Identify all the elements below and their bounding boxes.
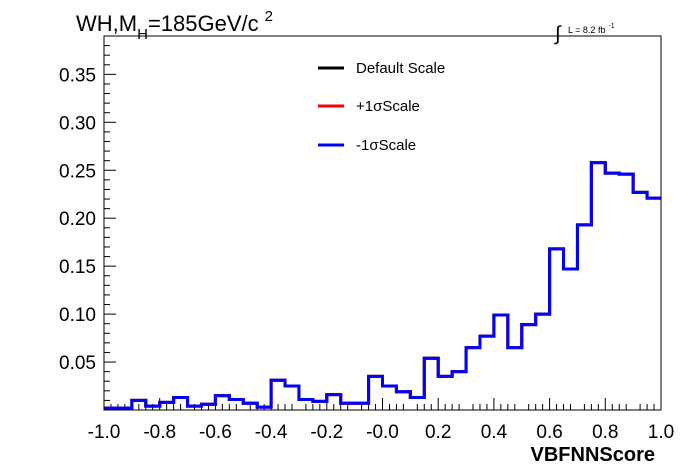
lumi-value: L = 8.2 fb bbox=[568, 25, 605, 35]
x-tick-label: 0.4 bbox=[481, 422, 508, 443]
x-tick-label: -0.0 bbox=[366, 422, 399, 443]
y-tick-label: 0.10 bbox=[59, 305, 96, 326]
x-tick-label: 1.0 bbox=[648, 422, 674, 443]
x-tick-label: 0.8 bbox=[592, 422, 618, 443]
title-subscript: H bbox=[137, 26, 148, 43]
axes-layer: 0.05 0.10 0.15 0.20 0.25 0.30 0.35 -1.0 -0.8 -0.6… bbox=[59, 45, 674, 443]
x-tick-label: -1.0 bbox=[88, 422, 121, 443]
x-tick-label: -0.4 bbox=[255, 422, 288, 443]
y-tick-label: 0.20 bbox=[59, 209, 96, 230]
lumi-superscript: -1 bbox=[608, 23, 614, 30]
x-tick-label: 0.2 bbox=[425, 422, 451, 443]
y-tick-label: 0.25 bbox=[59, 161, 96, 182]
title-rest: =185GeV/c bbox=[148, 11, 259, 36]
luminosity-label: ∫ L = 8.2 fb -1 bbox=[554, 23, 615, 45]
legend: Default Scale +1σScale -1σScale bbox=[318, 60, 445, 154]
y-tick-label: 0.15 bbox=[59, 257, 96, 278]
y-tick-label: 0.35 bbox=[59, 65, 96, 86]
y-tick-label: 0.05 bbox=[59, 353, 96, 374]
y-tick-label: 0.30 bbox=[59, 113, 96, 134]
legend-label-1: +1σScale bbox=[356, 98, 420, 115]
plot-frame bbox=[103, 35, 662, 411]
chart-title: WH,MH=185GeV/c 2 bbox=[76, 8, 273, 43]
legend-label-0: Default Scale bbox=[356, 60, 445, 77]
series-layer bbox=[104, 161, 661, 410]
title-main: WH,M bbox=[76, 11, 137, 36]
title-superscript: 2 bbox=[265, 8, 273, 25]
x-axis-label: VBFNNScore bbox=[531, 444, 655, 466]
x-tick-label: -0.6 bbox=[199, 422, 232, 443]
x-tick-label: 0.6 bbox=[536, 422, 562, 443]
legend-label-2: -1σScale bbox=[356, 137, 416, 154]
integral-sign-icon: ∫ bbox=[554, 23, 562, 45]
lumi-text: L = 8.2 fb -1 bbox=[568, 23, 615, 35]
x-tick-label: -0.8 bbox=[143, 422, 176, 443]
x-tick-label: -0.2 bbox=[310, 422, 343, 443]
series-line-2 bbox=[104, 161, 661, 410]
